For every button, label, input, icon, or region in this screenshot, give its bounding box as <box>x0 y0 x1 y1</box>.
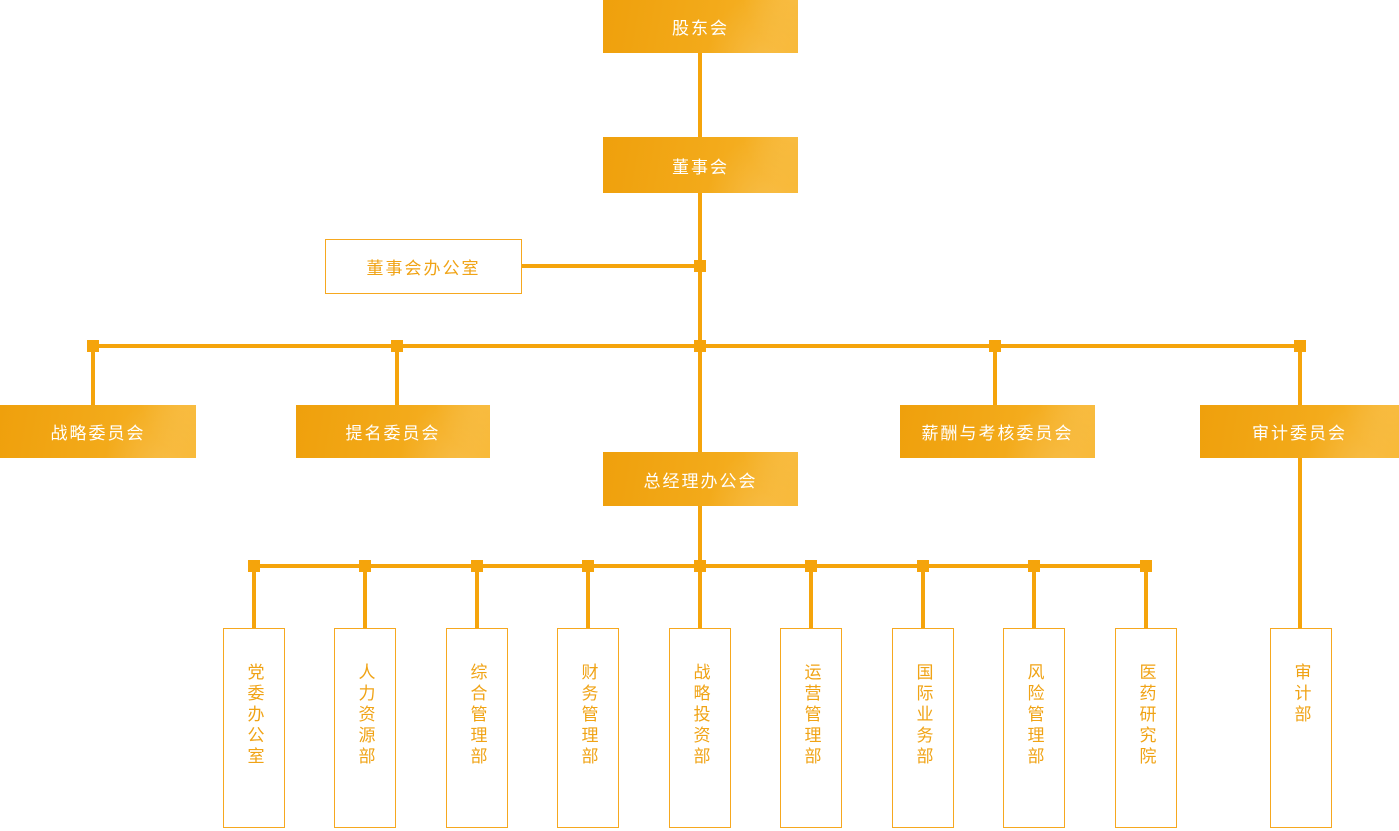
node-dept-finance-label: 财务管理部 <box>578 663 598 768</box>
node-dept-finance: 财务管理部 <box>557 628 619 828</box>
node-committee-nomination-label: 提名委员会 <box>345 424 441 443</box>
node-dept-hr: 人力资源部 <box>334 628 396 828</box>
node-dept-strategic-investment: 战略投资部 <box>669 628 731 828</box>
stub-dept-8 <box>1032 564 1036 628</box>
node-dept-strategic-investment-label: 战略投资部 <box>690 663 710 768</box>
node-gm-office-label: 总经理办公会 <box>643 471 758 491</box>
node-dept-risk-label: 风险管理部 <box>1024 663 1044 768</box>
connector-shareholders-board <box>698 53 702 137</box>
node-board-office-label: 董事会办公室 <box>366 259 481 278</box>
stub-dept-2 <box>363 564 367 628</box>
junction-dept-6 <box>805 560 817 572</box>
junction-committee-center <box>694 340 706 352</box>
node-dept-party-office-label: 党委办公室 <box>244 663 264 768</box>
junction-dept-1 <box>248 560 260 572</box>
junction-committee-compensation <box>989 340 1001 352</box>
node-committee-compensation: 薪酬与考核委员会 <box>900 405 1095 458</box>
stub-dept-6 <box>809 564 813 628</box>
node-audit-department-label: 审计部 <box>1291 663 1311 726</box>
node-dept-pharma-research-label: 医药研究院 <box>1136 663 1156 768</box>
connector-board-gmoffice <box>698 193 702 452</box>
node-committee-nomination: 提名委员会 <box>296 405 490 458</box>
stub-committee-nomination <box>395 344 399 405</box>
stub-dept-1 <box>252 564 256 628</box>
stub-dept-9 <box>1144 564 1148 628</box>
node-board-label: 董事会 <box>672 157 729 177</box>
node-dept-party-office: 党委办公室 <box>223 628 285 828</box>
junction-dept-2 <box>359 560 371 572</box>
stub-committee-audit <box>1298 344 1302 405</box>
node-committee-audit-label: 审计委员会 <box>1252 424 1347 443</box>
node-committee-strategy-label: 战略委员会 <box>50 424 146 443</box>
junction-dept-3 <box>471 560 483 572</box>
junction-boardoffice <box>694 260 706 272</box>
stub-committee-compensation <box>993 344 997 405</box>
junction-committee-nomination <box>391 340 403 352</box>
node-dept-international: 国际业务部 <box>892 628 954 828</box>
connector-boardoffice-trunk <box>522 264 700 268</box>
node-audit-department: 审计部 <box>1270 628 1332 828</box>
junction-dept-7 <box>917 560 929 572</box>
stub-dept-7 <box>921 564 925 628</box>
node-shareholders-label: 股东会 <box>672 19 729 38</box>
node-committee-compensation-label: 薪酬与考核委员会 <box>921 424 1074 443</box>
junction-dept-4 <box>582 560 594 572</box>
node-dept-general-mgmt: 综合管理部 <box>446 628 508 828</box>
node-gm-office: 总经理办公会 <box>603 452 798 506</box>
node-board: 董事会 <box>603 137 798 193</box>
node-shareholders: 股东会 <box>603 0 798 53</box>
node-dept-general-mgmt-label: 综合管理部 <box>467 663 487 768</box>
junction-dept-8 <box>1028 560 1040 572</box>
node-dept-operations: 运营管理部 <box>780 628 842 828</box>
junction-committee-strategy <box>87 340 99 352</box>
node-dept-risk: 风险管理部 <box>1003 628 1065 828</box>
node-committee-audit: 审计委员会 <box>1200 405 1399 458</box>
stub-committee-strategy <box>91 344 95 405</box>
junction-committee-audit <box>1294 340 1306 352</box>
stub-dept-3 <box>475 564 479 628</box>
node-dept-hr-label: 人力资源部 <box>355 663 375 768</box>
connector-audit-committee-auditdept <box>1298 458 1302 628</box>
node-dept-operations-label: 运营管理部 <box>801 663 821 768</box>
junction-dept-5 <box>694 560 706 572</box>
junction-dept-9 <box>1140 560 1152 572</box>
node-board-office: 董事会办公室 <box>325 239 522 294</box>
node-dept-pharma-research: 医药研究院 <box>1115 628 1177 828</box>
connector-gmoffice-distribution <box>698 506 702 566</box>
stub-dept-5 <box>698 564 702 628</box>
node-committee-strategy: 战略委员会 <box>0 405 196 458</box>
node-dept-international-label: 国际业务部 <box>913 663 933 768</box>
stub-dept-4 <box>586 564 590 628</box>
